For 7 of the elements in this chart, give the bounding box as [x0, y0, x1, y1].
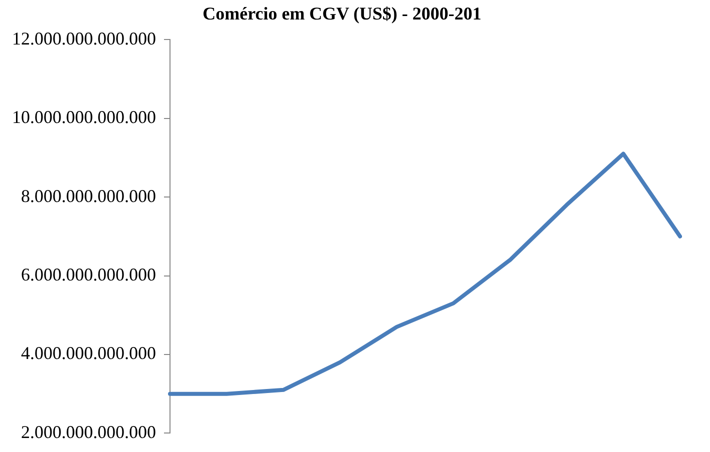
y-tick-label: 12.000.000.000.000	[12, 28, 156, 48]
y-tick-label: 4.000.000.000.000	[21, 343, 156, 364]
chart-title: Comércio em CGV (US$) - 2000-201	[202, 3, 482, 24]
y-tick-label: 6.000.000.000.000	[21, 264, 156, 284]
y-tick-label: 10.000.000.000.000	[12, 107, 156, 128]
y-tick-label: 8.000.000.000.000	[21, 186, 156, 206]
y-tick-label: 2.000.000.000.000	[21, 422, 156, 442]
